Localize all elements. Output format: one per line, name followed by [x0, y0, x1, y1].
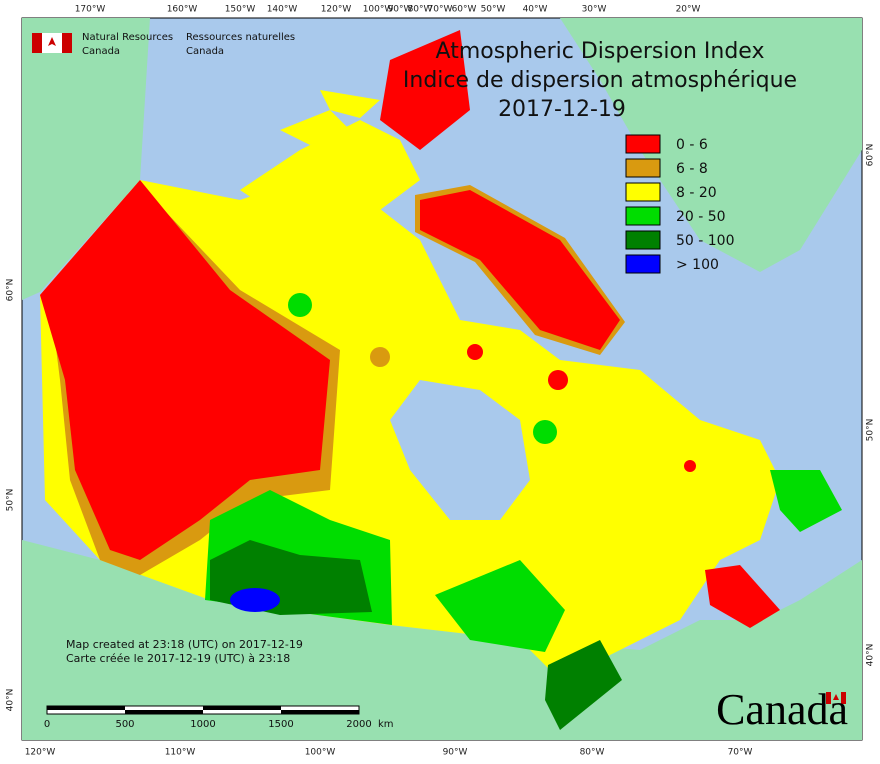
- graticule-label: 80°W: [408, 5, 433, 15]
- map-title: Atmospheric Dispersion Index: [436, 39, 765, 64]
- graticule-label: 70°W: [428, 5, 453, 15]
- graticule-label: 60°W: [452, 5, 477, 15]
- graticule-label: 50°W: [481, 5, 506, 15]
- map-title: Indice de dispersion atmosphérique: [403, 68, 797, 93]
- graticule-label: 40°N: [866, 644, 876, 667]
- agency-name-en: Natural Resources: [82, 32, 173, 43]
- graticule-label: 40°N: [6, 689, 16, 712]
- graticule-label: 50°N: [6, 489, 16, 512]
- graticule-label: 70°W: [728, 748, 753, 758]
- legend-swatch: [625, 230, 661, 250]
- graticule-label: 90°W: [443, 748, 468, 758]
- wordmark: Canada: [716, 685, 848, 734]
- legend-label: 50 - 100: [676, 233, 735, 249]
- legend-label: > 100: [676, 257, 719, 273]
- wordmark-flag: [826, 692, 846, 704]
- legend-swatch: [625, 182, 661, 202]
- agency-name-fr: Ressources naturelles: [186, 32, 295, 43]
- agency-name-en: Canada: [82, 46, 120, 57]
- legend-label: 6 - 8: [676, 161, 708, 177]
- graticule-label: 100°W: [363, 5, 394, 15]
- scale-unit: km: [378, 719, 394, 730]
- map-note: Carte créée le 2017-12-19 (UTC) à 23:18: [66, 652, 290, 665]
- legend-label: 0 - 6: [676, 137, 708, 153]
- graticule-label: 170°W: [75, 5, 106, 15]
- legend-label: 20 - 50: [676, 209, 726, 225]
- legend-swatch: [625, 134, 661, 154]
- graticule-label: 140°W: [267, 5, 298, 15]
- agency-name-fr: Canada: [186, 46, 224, 57]
- scale-bar: [46, 705, 360, 715]
- legend-swatch: [625, 206, 661, 226]
- scale-label: 500: [115, 719, 134, 730]
- scale-label: 1500: [268, 719, 293, 730]
- graticule-label: 110°W: [165, 748, 196, 758]
- map-date: 2017-12-19: [498, 97, 626, 122]
- graticule-label: 50°N: [866, 419, 876, 442]
- scale-label: 1000: [190, 719, 215, 730]
- graticule-label: 150°W: [225, 5, 256, 15]
- map-note: Map created at 23:18 (UTC) on 2017-12-19: [66, 638, 303, 651]
- graticule-label: 30°W: [582, 5, 607, 15]
- graticule-label: 60°N: [6, 279, 16, 302]
- graticule-label: 100°W: [305, 748, 336, 758]
- national-flag: [32, 33, 72, 53]
- legend-swatch: [625, 158, 661, 178]
- graticule-label: 40°W: [523, 5, 548, 15]
- graticule-label: 80°W: [580, 748, 605, 758]
- graticule-label: 120°W: [25, 748, 56, 758]
- graticule-label: 160°W: [167, 5, 198, 15]
- land-outside: [22, 18, 862, 740]
- graticule-label: 20°W: [676, 5, 701, 15]
- dispersion-zones: [40, 30, 842, 730]
- graticule-label: 90°W: [388, 5, 413, 15]
- legend-swatch: [625, 254, 661, 274]
- scale-label: 2000: [346, 719, 371, 730]
- legend-label: 8 - 20: [676, 185, 717, 201]
- scale-label: 0: [44, 719, 50, 730]
- graticule-label: 120°W: [321, 5, 352, 15]
- graticule-label: 60°N: [866, 144, 876, 167]
